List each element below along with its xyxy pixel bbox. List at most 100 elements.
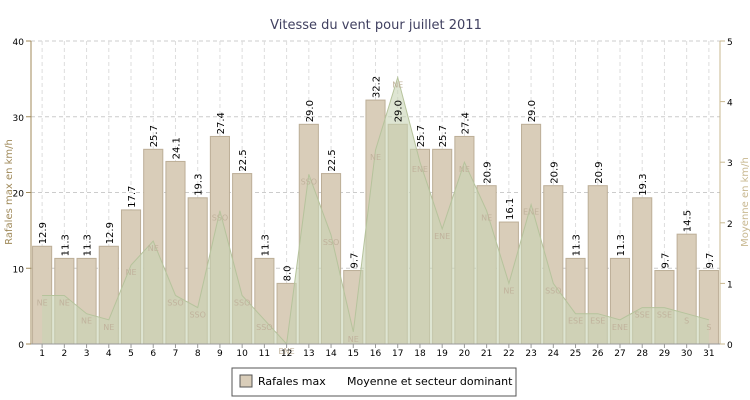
legend-label-bars: Rafales max — [258, 375, 326, 388]
left-axis-tick-label: 20 — [13, 190, 25, 200]
sector-label: NE — [59, 299, 70, 308]
bar-value-label: 22.5 — [238, 149, 249, 171]
right-axis-tick-label: 4 — [727, 99, 733, 109]
sector-label: ENE — [612, 323, 628, 332]
bar-value-label: 19.3 — [638, 174, 649, 196]
x-axis-tick-label: 21 — [481, 349, 492, 359]
sector-label: SSO — [545, 286, 561, 295]
bar-value-label: 27.4 — [460, 112, 471, 134]
x-axis-tick-label: 11 — [259, 349, 270, 359]
left-axis-label: Rafales max en km/h — [4, 139, 15, 245]
legend-box — [231, 367, 517, 397]
bar-value-label: 16.1 — [505, 198, 516, 220]
x-axis-tick-label: 31 — [703, 349, 714, 359]
x-axis-tick-label: 15 — [348, 349, 359, 359]
bar-value-label: 27.4 — [216, 112, 227, 134]
sector-label: NE — [392, 80, 403, 89]
sector-label: SSO — [167, 299, 183, 308]
right-axis-tick-label: 5 — [727, 38, 733, 48]
x-axis-tick-label: 12 — [281, 349, 292, 359]
x-axis-tick-label: 29 — [659, 349, 671, 359]
x-axis-tick-label: 1 — [39, 349, 45, 359]
sector-label: S — [706, 323, 711, 332]
bar-value-label: 11.3 — [260, 234, 271, 256]
bar-value-label: 20.9 — [549, 161, 560, 183]
bar-value-label: 29.0 — [527, 100, 538, 122]
x-axis-tick-label: 22 — [503, 349, 514, 359]
x-axis-tick-label: 19 — [436, 349, 448, 359]
right-axis-tick-label: 1 — [727, 280, 733, 290]
sector-label: SSO — [234, 299, 250, 308]
bar-value-label: 8.0 — [283, 265, 294, 281]
x-axis-tick-label: 30 — [681, 349, 693, 359]
sector-label: SSO — [212, 214, 228, 223]
sector-label: SSO — [256, 323, 272, 332]
x-axis-tick-label: 25 — [570, 349, 581, 359]
bar-value-label: 9.7 — [705, 253, 716, 269]
right-axis-tick-label: 2 — [727, 220, 733, 230]
bar-value-label: 14.5 — [683, 210, 694, 232]
x-axis-tick-label: 9 — [217, 349, 223, 359]
x-axis-tick-label: 7 — [173, 349, 179, 359]
legend-label-area: Moyenne et secteur dominant — [347, 375, 513, 388]
sector-label: SSO — [301, 177, 317, 186]
x-axis-tick-label: 26 — [592, 349, 604, 359]
sector-label: NE — [503, 286, 514, 295]
sector-label: S — [684, 317, 689, 326]
right-axis-label: Moyenne en km/h — [740, 157, 750, 247]
right-axis-tick-label: 0 — [727, 341, 733, 351]
sector-label: SSE — [657, 311, 672, 320]
x-axis-tick-label: 10 — [236, 349, 248, 359]
bar-value-label: 20.9 — [594, 161, 605, 183]
x-axis-tick-label: 8 — [195, 349, 201, 359]
average-area — [42, 77, 709, 345]
x-axis-tick-label: 13 — [303, 349, 314, 359]
sector-label: NE — [459, 165, 470, 174]
sector-label: ESE — [568, 317, 583, 326]
bar-value-label: 24.1 — [172, 137, 183, 159]
x-axis-tick-label: 3 — [84, 349, 90, 359]
bar-value-label: 25.7 — [416, 125, 427, 147]
sector-label: SSO — [323, 238, 339, 247]
chart-title: Vitesse du vent pour juillet 2011 — [270, 18, 482, 33]
sector-label: NE — [481, 214, 492, 223]
x-axis-tick-label: 14 — [325, 349, 337, 359]
legend-swatch-bars — [239, 374, 253, 388]
bar-value-label: 11.3 — [83, 234, 94, 256]
sector-label: NE — [81, 317, 92, 326]
sector-label: NE — [125, 268, 136, 277]
bar-value-label: 20.9 — [483, 161, 494, 183]
left-axis-tick-label: 40 — [13, 38, 25, 48]
bar-value-label: 11.3 — [572, 234, 583, 256]
x-axis-tick-label: 24 — [548, 349, 560, 359]
average-line — [42, 75, 710, 346]
sector-label: NE — [37, 299, 48, 308]
x-axis-tick-label: 5 — [128, 349, 134, 359]
sector-label: NE — [370, 153, 381, 162]
sector-label: ENE — [434, 232, 450, 241]
bar-value-label: 11.3 — [616, 234, 627, 256]
left-axis-tick-label: 10 — [13, 265, 25, 275]
bar-value-label: 29.0 — [305, 100, 316, 122]
bar-value-label: 11.3 — [60, 234, 71, 256]
legend: Rafales max Moyenne et secteur dominant — [231, 367, 517, 397]
sector-label: ENE — [279, 347, 295, 356]
sector-label: SSE — [635, 311, 650, 320]
sector-label: SSO — [189, 311, 205, 320]
x-axis-tick-label: 16 — [370, 349, 382, 359]
x-axis-tick-label: 2 — [61, 349, 67, 359]
sector-label: NE — [148, 244, 159, 253]
x-axis-tick-label: 20 — [459, 349, 471, 359]
x-axis-tick-label: 18 — [414, 349, 426, 359]
bar-value-label: 25.7 — [438, 125, 449, 147]
sector-label: NE — [348, 335, 359, 344]
x-axis-tick-label: 28 — [636, 349, 648, 359]
bar-value-label: 9.7 — [349, 253, 360, 269]
x-axis-tick-label: 23 — [525, 349, 536, 359]
x-axis-tick-label: 17 — [392, 349, 403, 359]
sector-label: ESE — [590, 317, 605, 326]
bar-value-label: 32.2 — [372, 76, 383, 98]
sector-label: ENE — [523, 208, 539, 217]
